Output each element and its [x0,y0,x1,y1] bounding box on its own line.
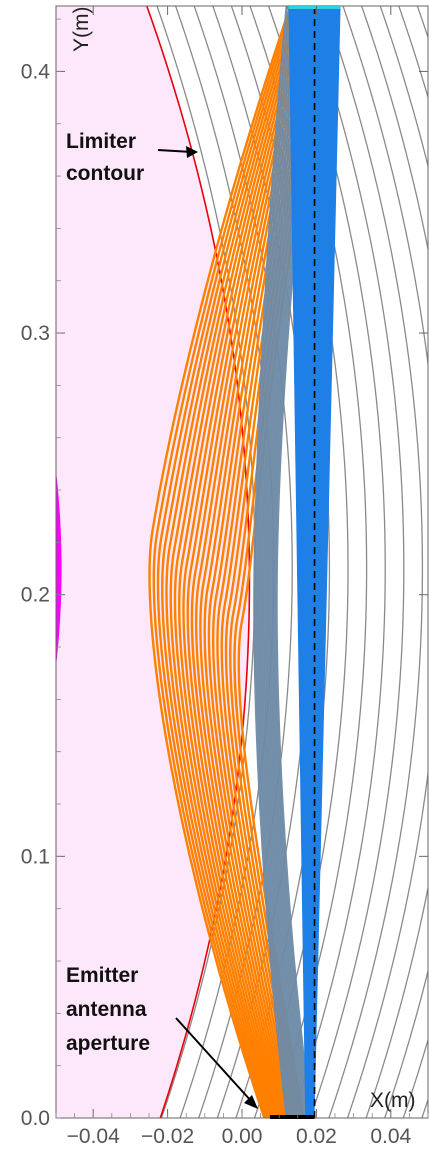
orange-ray-6 [173,6,306,1118]
limiter-label-line-2: contour [66,162,144,185]
emitter-annotation: Emitter antenna aperture [66,964,258,1109]
y-tick-label-1: 0.1 [21,845,50,868]
y-tick-label-4: 0.4 [21,60,51,83]
flux-surface-12 [379,6,428,1118]
plasma-edge-region [56,470,62,667]
axis-tick-labels: −0.04 −0.02 0.00 0.02 0.04 0.0 0.1 0.2 0.3 0.4 [21,60,412,1148]
gray-ray-1 [254,6,291,1118]
x-tick-label-1: −0.02 [141,1125,194,1148]
gray-ray-2 [256,6,293,1118]
emitter-label-line-1: Emitter [66,964,138,987]
flux-surface-9 [323,6,424,1118]
gray-ray-3 [258,6,296,1118]
y-tick-label-2: 0.2 [21,584,50,607]
axis-ticks [55,6,429,1119]
emitter-arrow [175,1017,253,1103]
gray-ray-4 [260,6,299,1118]
orange-ray-11 [195,6,317,1118]
plot-area [56,6,428,1118]
x-tick-label-4: 0.04 [370,1125,411,1148]
limiter-arrowhead [186,146,198,158]
emitter-label-line-3: aperture [66,1032,150,1055]
flux-surface-10 [342,6,428,1118]
gray-ray-7 [265,6,306,1118]
gray-ray-8 [266,6,309,1118]
x-tick-label-2: 0.00 [222,1125,263,1148]
gray-ray-6 [263,6,304,1118]
orange-ray-1 [152,6,294,1118]
emitter-label-line-2: antenna [66,998,147,1021]
orange-ray-10 [190,6,315,1118]
orange-ray-13 [203,6,322,1118]
orange-ray-5 [169,6,304,1118]
y-tick-label-0: 0.0 [21,1107,50,1130]
orange-ray-4 [165,6,301,1118]
x-tick-label-0: −0.04 [67,1125,120,1148]
orange-ray-7 [178,6,308,1118]
orange-ray-2 [156,6,297,1118]
limiter-annotation: Limiter contour [66,130,198,185]
x-tick-label-3: 0.02 [296,1125,337,1148]
y-axis-title: Y(m) [70,7,93,53]
orange-ray-12 [199,6,320,1118]
x-axis-title: X(m) [370,1089,416,1112]
limiter-label-line-1: Limiter [66,130,136,153]
flux-surface-7 [286,6,386,1118]
limiter-arrow [157,149,193,153]
y-tick-label-3: 0.3 [21,322,50,345]
flux-surface-8 [305,6,405,1118]
flux-surface-11 [360,6,428,1118]
orange-ray-9 [186,6,313,1118]
orange-ray-0 [148,6,292,1118]
orange-ray-8 [182,6,310,1118]
gray-ray-5 [261,6,301,1118]
gray-ray-0 [253,6,288,1118]
emitter-arrowhead [244,1095,258,1109]
orange-ray-3 [161,6,299,1118]
